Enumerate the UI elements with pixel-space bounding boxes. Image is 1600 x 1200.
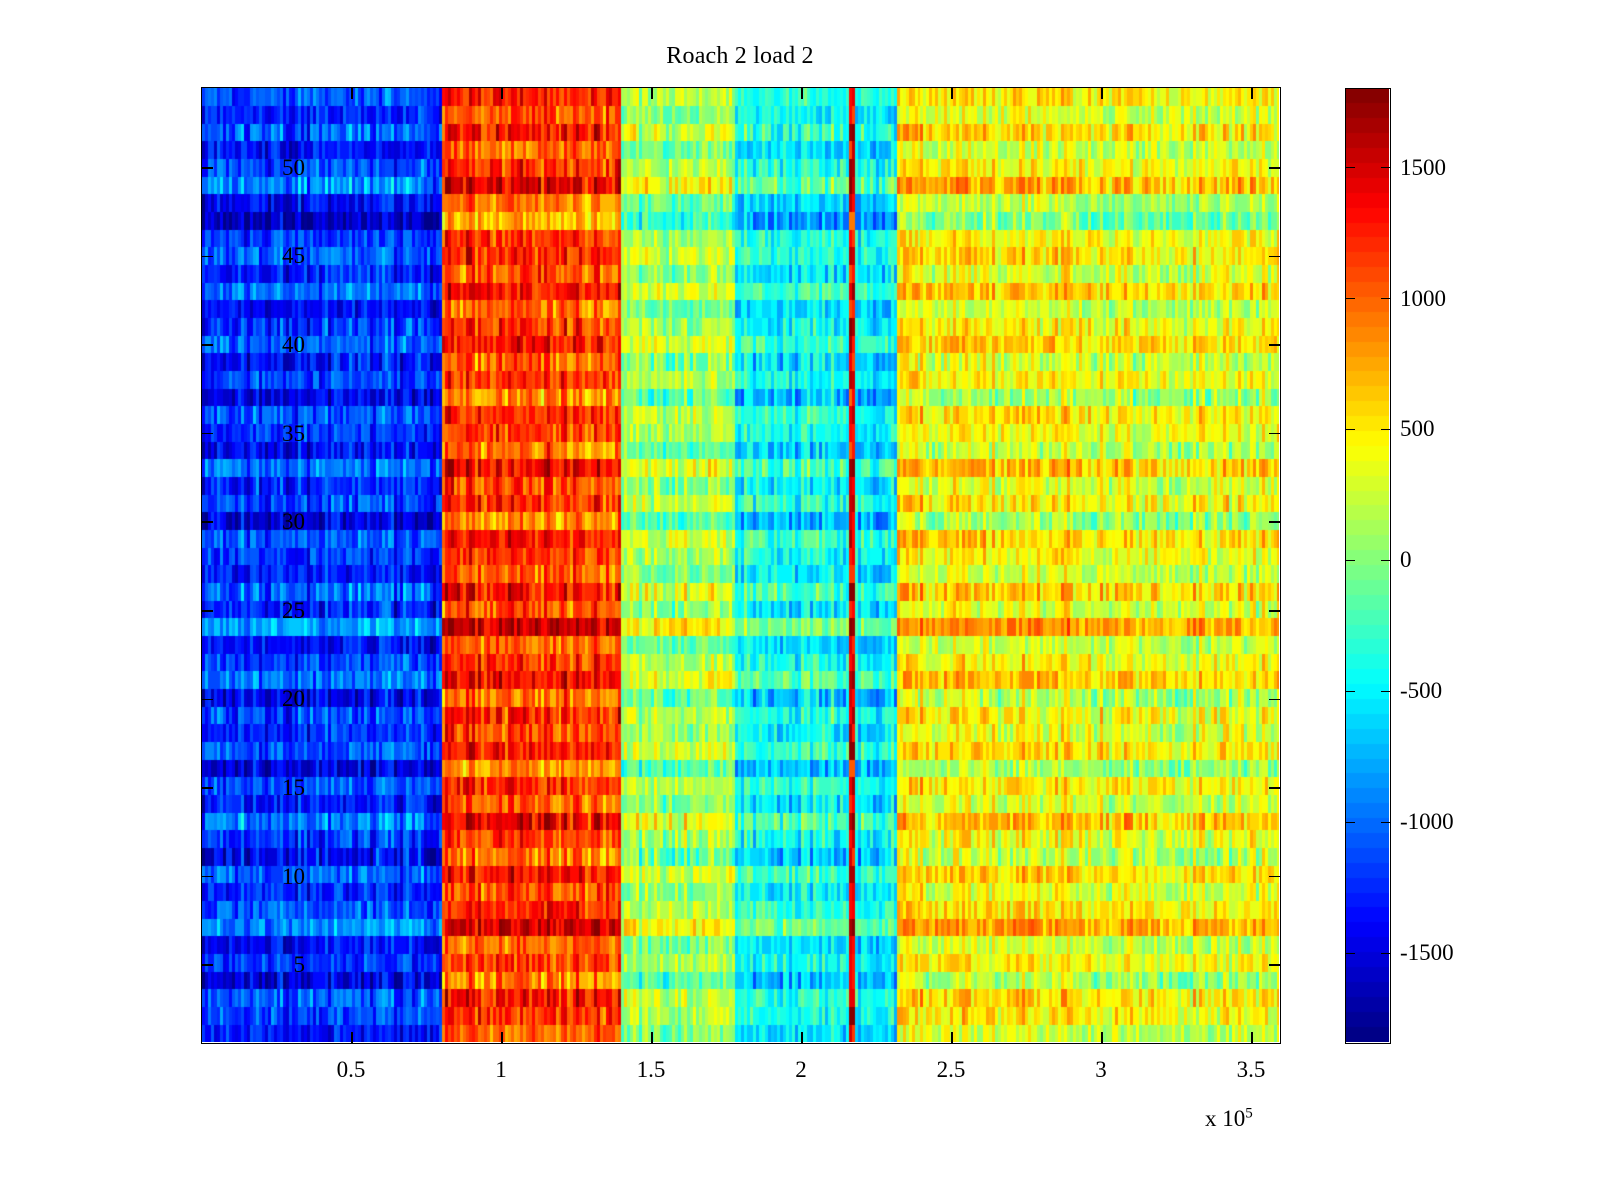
- x-tick-bottom: [351, 1032, 353, 1043]
- y-tick-left: [202, 698, 213, 701]
- x-tick-label: 1: [495, 1057, 507, 1082]
- colorbar-tick-label: -1000: [1400, 809, 1454, 835]
- y-tick-left: [202, 344, 213, 346]
- colorbar-gradient: [1346, 89, 1389, 1042]
- x-axis-exponent-label: x 105: [1205, 1106, 1253, 1132]
- colorbar-tick-left: [1346, 690, 1355, 693]
- x-tick-bottom: [801, 1032, 803, 1043]
- y-tick-right: [1269, 521, 1280, 523]
- colorbar-tick-label: 500: [1400, 416, 1435, 442]
- y-tick-label: 20: [282, 686, 305, 712]
- colorbar-tick-right: [1381, 297, 1390, 300]
- y-tick-right: [1269, 166, 1280, 169]
- x-tick-bottom: [951, 1032, 953, 1043]
- x-tick-top: [1101, 88, 1103, 99]
- colorbar-tick-right: [1381, 559, 1390, 562]
- colorbar-tick-left: [1346, 166, 1355, 169]
- x-tick-top: [651, 88, 653, 99]
- y-tick-label: 40: [282, 331, 305, 357]
- y-tick-label: 45: [282, 243, 305, 269]
- x-tick-top: [951, 88, 953, 99]
- colorbar-tick-left: [1346, 297, 1355, 300]
- colorbar-tick-left: [1346, 821, 1355, 824]
- colorbar-tick-left: [1346, 952, 1355, 955]
- x-tick-top: [351, 88, 353, 99]
- y-tick-left: [202, 521, 213, 523]
- y-tick-right: [1269, 255, 1280, 258]
- heatmap-axes[interactable]: [201, 87, 1281, 1044]
- y-tick-left: [202, 255, 213, 258]
- colorbar-tick-right: [1381, 690, 1390, 693]
- y-tick-right: [1269, 432, 1280, 435]
- y-tick-label: 35: [282, 420, 305, 446]
- y-tick-left: [202, 432, 213, 435]
- colorbar-tick-label: 1000: [1400, 285, 1446, 311]
- y-tick-left: [202, 964, 213, 967]
- y-tick-right: [1269, 344, 1280, 346]
- y-tick-label: 10: [282, 863, 305, 889]
- x-tick-label: 3.5: [1236, 1057, 1266, 1082]
- colorbar-tick-left: [1346, 559, 1355, 562]
- y-tick-label: 30: [282, 509, 305, 535]
- y-tick-left: [202, 610, 213, 612]
- x-exponent-mantissa: x 10: [1205, 1106, 1246, 1131]
- y-tick-label: 15: [282, 775, 305, 801]
- x-tick-top: [1251, 88, 1253, 99]
- x-tick-bottom: [1101, 1032, 1103, 1043]
- colorbar-axes[interactable]: [1345, 88, 1391, 1044]
- y-tick-left: [202, 787, 213, 789]
- y-tick-right: [1269, 964, 1280, 967]
- colorbar-tick-label: 0: [1400, 547, 1412, 573]
- x-tick-label: 1.5: [636, 1057, 666, 1082]
- x-tick-label: 2: [795, 1057, 807, 1082]
- colorbar-tick-left: [1346, 428, 1355, 431]
- x-tick-top: [501, 88, 503, 99]
- y-tick-right: [1269, 610, 1280, 612]
- colorbar-tick-right: [1381, 428, 1390, 431]
- y-tick-label: 5: [293, 952, 306, 978]
- colorbar-tick-label: -1500: [1400, 940, 1454, 966]
- x-tick-label: 3: [1095, 1057, 1107, 1082]
- y-tick-right: [1269, 787, 1280, 789]
- colorbar-tick-right: [1381, 166, 1390, 169]
- x-tick-label: 2.5: [936, 1057, 966, 1082]
- x-tick-bottom: [1251, 1032, 1253, 1043]
- colorbar-tick-right: [1381, 952, 1390, 955]
- y-tick-label: 25: [282, 597, 305, 623]
- y-tick-right: [1269, 698, 1280, 701]
- y-tick-right: [1269, 875, 1280, 878]
- x-exponent-power: 5: [1245, 1105, 1253, 1122]
- colorbar-tick-label: -500: [1400, 678, 1443, 704]
- x-tick-bottom: [651, 1032, 653, 1043]
- y-tick-label: 50: [282, 154, 305, 180]
- colorbar-tick-label: 1500: [1400, 154, 1446, 180]
- heatmap-image[interactable]: [202, 88, 1279, 1042]
- x-tick-top: [801, 88, 803, 99]
- y-tick-left: [202, 875, 213, 878]
- x-tick-label: 0.5: [336, 1057, 366, 1082]
- colorbar-tick-right: [1381, 821, 1390, 824]
- x-tick-bottom: [501, 1032, 503, 1043]
- y-tick-left: [202, 166, 213, 169]
- figure-title: Roach 2 load 2: [666, 43, 814, 69]
